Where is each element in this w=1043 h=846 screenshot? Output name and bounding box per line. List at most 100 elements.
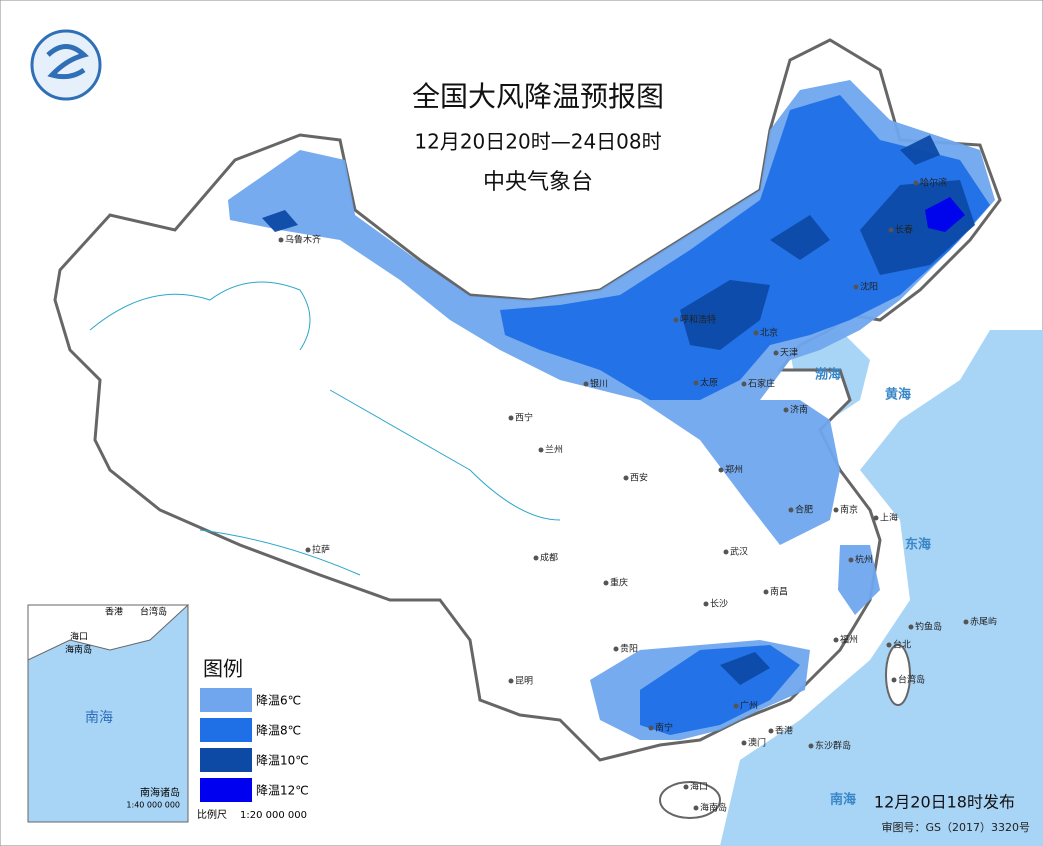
inset-label: 海南岛 xyxy=(65,644,92,656)
city-label: 赤尾屿 xyxy=(970,617,997,628)
city-label: 昆明 xyxy=(515,676,533,687)
city-label: 沈阳 xyxy=(860,281,878,293)
city-label: 兰州 xyxy=(545,444,563,456)
city-dot xyxy=(833,507,839,513)
city-label: 天津 xyxy=(780,348,798,359)
city-label: 乌鲁木齐 xyxy=(285,234,321,246)
city-dot xyxy=(693,805,699,811)
city-label: 太原 xyxy=(700,377,718,389)
inset-title: 南海诸岛 xyxy=(140,786,180,799)
city-dot xyxy=(853,284,859,290)
city-label: 广州 xyxy=(740,700,758,712)
city-dot xyxy=(768,728,774,734)
city-label: 武汉 xyxy=(730,546,748,558)
city-dot xyxy=(718,467,724,473)
city-label: 台北 xyxy=(893,639,911,651)
city-label: 拉萨 xyxy=(312,544,330,556)
legend-label: 降温8℃ xyxy=(256,724,301,738)
city-label: 长沙 xyxy=(710,598,728,610)
city-label: 西安 xyxy=(630,472,648,484)
city-label: 长春 xyxy=(895,224,913,236)
city-label: 郑州 xyxy=(725,464,743,476)
city-dot xyxy=(788,507,794,513)
cooling-zone xyxy=(900,135,940,165)
sea-label: 南海 xyxy=(830,792,856,808)
logo-mark xyxy=(46,44,89,80)
city-dot xyxy=(305,547,311,553)
city-dot xyxy=(603,580,609,586)
city-label: 成都 xyxy=(540,552,558,564)
city-label: 海南岛 xyxy=(700,802,727,814)
city-label: 台湾岛 xyxy=(898,674,925,686)
city-label: 澳门 xyxy=(748,737,766,749)
city-dot xyxy=(583,381,589,387)
cooling-zone xyxy=(262,210,298,232)
city-label: 北京 xyxy=(760,327,778,339)
city-dot xyxy=(913,180,919,186)
legend-swatch xyxy=(200,688,252,712)
city-label: 香港 xyxy=(775,725,793,737)
scale-label: 比例尺 xyxy=(197,808,227,821)
city-label: 重庆 xyxy=(610,577,628,589)
city-dot xyxy=(733,703,739,709)
legend-title: 图例 xyxy=(203,657,243,681)
city-dot xyxy=(808,743,814,749)
inset-scale: 1:40 000 000 xyxy=(126,801,180,810)
rivers xyxy=(89,281,561,576)
city-dot xyxy=(613,646,619,652)
legend-label: 降温10℃ xyxy=(256,754,309,768)
city-dot xyxy=(683,784,689,790)
cooling-zone xyxy=(925,197,965,232)
city-dot xyxy=(538,447,544,453)
city-dot xyxy=(741,381,747,387)
city-label: 呼和浩特 xyxy=(680,314,716,326)
sea-label: 渤海 xyxy=(815,367,841,383)
issuer: 中央气象台 xyxy=(483,170,593,195)
city-dot xyxy=(833,637,839,643)
legend-swatch xyxy=(200,718,252,742)
sea-label: 东海 xyxy=(905,537,931,553)
release-time: 12月20日18时发布 xyxy=(874,793,1015,812)
city-label: 东沙群岛 xyxy=(815,740,851,752)
city-dot xyxy=(723,549,729,555)
city-dot xyxy=(278,237,284,243)
city-dot xyxy=(848,557,854,563)
city-dot xyxy=(783,407,789,413)
inset-label: 香港 xyxy=(105,606,123,618)
city-label: 贵阳 xyxy=(620,643,638,655)
city-dot xyxy=(753,330,759,336)
city-label: 海口 xyxy=(690,781,708,793)
city-dot xyxy=(891,677,897,683)
city-label: 上海 xyxy=(880,512,898,524)
city-label: 南昌 xyxy=(770,586,788,598)
city-label: 杭州 xyxy=(855,554,873,566)
legend-swatch xyxy=(200,748,252,772)
city-label: 南宁 xyxy=(655,722,673,734)
sea xyxy=(720,330,1043,846)
city-dot xyxy=(888,227,894,233)
city-dot xyxy=(693,380,699,386)
inset-label: 台湾岛 xyxy=(140,606,167,618)
subtitle: 12月20日20时—24日08时 xyxy=(414,130,661,154)
title: 全国大风降温预报图 xyxy=(412,80,664,113)
legend-swatch xyxy=(200,778,252,802)
city-dot xyxy=(703,601,709,607)
cooling-zone xyxy=(680,280,770,350)
taiwan xyxy=(885,644,911,706)
city-dot xyxy=(763,589,769,595)
review-number: 审图号：GS（2017）3320号 xyxy=(882,820,1031,834)
city-label: 济南 xyxy=(790,404,808,416)
city-label: 西宁 xyxy=(515,412,533,424)
hainan xyxy=(659,781,721,819)
city-label: 石家庄 xyxy=(748,378,775,390)
city-dot xyxy=(623,475,629,481)
inset-sea: 南海 xyxy=(85,710,113,726)
city-label: 南京 xyxy=(840,504,858,516)
city-dot xyxy=(886,642,892,648)
inset-label: 海口 xyxy=(70,631,88,643)
city-dot xyxy=(741,740,747,746)
cooling-zone xyxy=(770,215,830,260)
city-label: 合肥 xyxy=(795,504,813,516)
city-dot xyxy=(873,515,879,521)
